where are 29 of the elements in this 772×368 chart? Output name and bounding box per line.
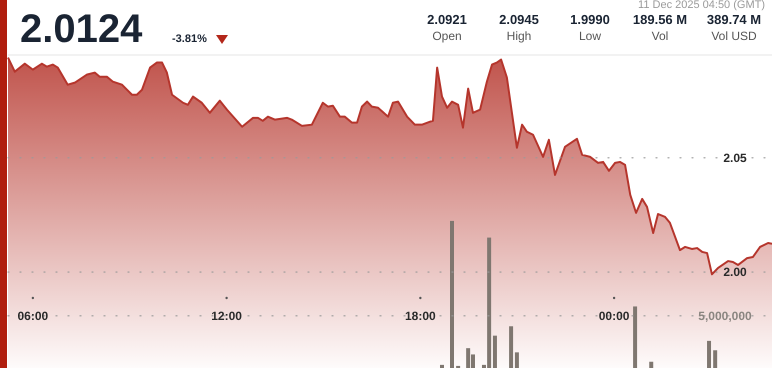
bar xyxy=(492,336,497,368)
x-tick-label: 18:00 xyxy=(405,309,436,324)
bar xyxy=(649,362,654,368)
bar xyxy=(633,306,638,368)
x-tick-label: 12:00 xyxy=(211,309,242,324)
y-tick-label: 2.00 xyxy=(723,265,747,280)
text: Low xyxy=(578,29,602,43)
bar xyxy=(440,364,444,368)
chart-title: 2.0124 xyxy=(20,7,144,51)
chart-subtitle: -3.81% xyxy=(172,33,208,45)
text: 2.0921 xyxy=(427,12,467,27)
x-tick-label: 00:00 xyxy=(598,309,630,324)
bar xyxy=(509,326,514,368)
text: 389.74 M xyxy=(706,12,762,27)
bar xyxy=(707,340,712,368)
x-tick-label: 06:00 xyxy=(18,309,49,324)
text: Vol xyxy=(652,29,668,43)
text: 189.56 M xyxy=(632,12,688,27)
y2-tick-label: 5,000,000 xyxy=(698,309,752,324)
bar xyxy=(713,350,718,368)
y-tick-label: 2.05 xyxy=(723,151,747,166)
text: 11 Dec 2025 04:50 (GMT) xyxy=(638,0,765,11)
text: 1.9990 xyxy=(570,12,610,27)
text: High xyxy=(506,29,532,43)
text: Vol USD xyxy=(711,29,758,43)
bar xyxy=(450,220,454,368)
text: 2.0945 xyxy=(499,12,539,27)
bar xyxy=(514,352,519,368)
text: Open xyxy=(432,29,462,43)
